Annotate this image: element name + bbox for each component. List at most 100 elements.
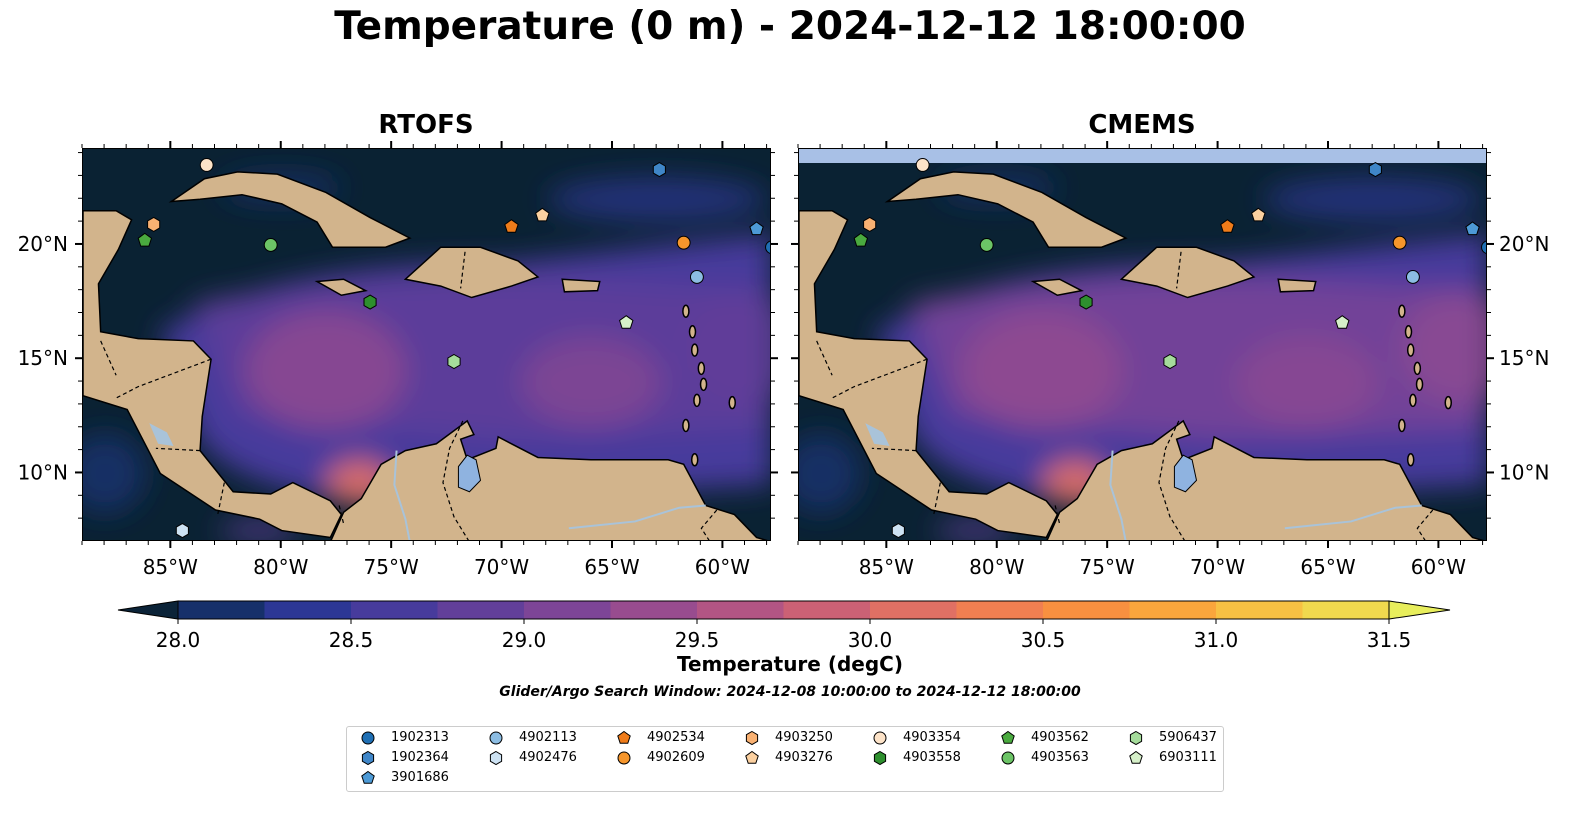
pentagon-marker-shape	[1129, 750, 1143, 764]
legend-label: 4903558	[903, 750, 961, 765]
legend-label: 4903250	[775, 730, 833, 745]
pentagon-marker-icon	[1001, 730, 1015, 744]
lat-tick-label-left: 10°N	[18, 460, 68, 484]
circle-marker-shape	[489, 731, 503, 745]
lon-tick-label: 85°W	[143, 555, 198, 579]
float-marker-4902534	[1220, 219, 1235, 233]
lon-tick-label: 70°W	[474, 555, 529, 579]
circle-marker-icon	[1001, 751, 1015, 765]
float-marker-5906437	[447, 353, 461, 370]
float-marker-4903562	[137, 232, 153, 247]
hexagon-marker-shape	[361, 750, 375, 766]
colorbar-bin	[697, 601, 784, 619]
legend-label: 3901686	[391, 770, 449, 785]
pentagon-marker-shape	[617, 730, 631, 744]
circle-marker-shape	[617, 751, 631, 765]
lon-tick-label: 75°W	[364, 555, 419, 579]
colorbar-bin	[956, 601, 1044, 619]
float-marker-4903250	[147, 216, 161, 232]
float-marker-4903354	[199, 158, 214, 172]
colorbar-bin	[1043, 601, 1130, 619]
float-marker-3901686	[1465, 221, 1480, 236]
pentagon-marker-icon	[617, 730, 631, 744]
float-marker-6903111	[1335, 315, 1350, 329]
hexagon-marker-icon	[489, 750, 503, 766]
legend-label: 4903354	[903, 730, 961, 745]
colorbar-tick-label: 29.5	[675, 628, 720, 652]
float-marker-4903276	[535, 207, 550, 222]
colorbar-bin	[1302, 601, 1390, 619]
float-marker-4903558	[363, 294, 377, 310]
legend-label: 6903111	[1159, 750, 1217, 765]
pentagon-marker-shape	[361, 770, 375, 784]
float-marker-4902609	[1392, 235, 1407, 250]
float-marker-3901686	[749, 221, 764, 236]
colorbar-label: Temperature (degC)	[677, 652, 903, 676]
lon-tick-label: 60°W	[1411, 555, 1466, 579]
panel-title-cmems: CMEMS	[1088, 110, 1196, 140]
legend-label: 4902609	[647, 750, 705, 765]
float-marker-6903111	[619, 315, 634, 329]
legend-label: 4902476	[519, 750, 577, 765]
lon-tick-label: 65°W	[1300, 555, 1355, 579]
float-marker-4902609	[676, 235, 691, 250]
float-marker-4903354	[915, 158, 930, 172]
no-data-strip	[799, 149, 1486, 163]
rivers	[393, 450, 706, 540]
colorbar-tick-label: 31.5	[1367, 628, 1412, 652]
colorbar-tick-label: 28.0	[156, 628, 201, 652]
hexagon-marker-shape	[873, 750, 887, 766]
lake-nicaragua	[865, 423, 890, 447]
lake-nicaragua	[149, 423, 174, 447]
circle-marker-icon	[489, 731, 503, 745]
lon-tick-label: 65°W	[584, 555, 639, 579]
lon-tick-label: 70°W	[1190, 555, 1245, 579]
hexagon-marker-icon	[1129, 730, 1143, 746]
colorbar-extend-high	[1388, 600, 1451, 620]
float-marker-4903276	[1251, 207, 1266, 222]
map-axes: 85°W 80°W 75°W 70°W 65°W 60°W 85°W 80°W 75°W 70°W…	[18, 141, 1549, 579]
lake-maracaibo	[457, 454, 482, 493]
lat-tick-label-right: 20°N	[1499, 232, 1549, 256]
colorbar-bin	[351, 601, 438, 619]
colorbar-tick-label: 29.0	[502, 628, 547, 652]
rtofs-map	[82, 148, 771, 541]
lon-tick-label: 75°W	[1080, 555, 1135, 579]
legend-label: 4903276	[775, 750, 833, 765]
colorbar-bin	[178, 601, 265, 619]
lon-tick-label: 80°W	[253, 555, 308, 579]
cmems-map	[798, 148, 1487, 541]
colorbar-bin	[264, 601, 352, 619]
pentagon-marker-shape	[1001, 730, 1015, 744]
pentagon-marker-icon	[361, 770, 375, 784]
hexagon-marker-shape	[1129, 730, 1143, 746]
float-marker-4902113	[1405, 270, 1420, 284]
lon-tick-label: 85°W	[859, 555, 914, 579]
colorbar-tick-label: 28.5	[329, 628, 374, 652]
float-marker-1902364	[652, 162, 666, 178]
legend-label: 4903563	[1031, 750, 1089, 765]
colorbar-bin	[1216, 601, 1303, 619]
hexagon-marker-icon	[745, 730, 759, 746]
circle-marker-icon	[617, 751, 631, 765]
colorbar-extend-low	[117, 600, 179, 620]
float-marker-4903250	[863, 216, 877, 232]
search-window-note: Glider/Argo Search Window: 2024-12-08 10…	[499, 684, 1081, 700]
lake-maracaibo	[1173, 454, 1198, 493]
circle-marker-shape	[873, 731, 887, 745]
float-marker-4902476	[891, 523, 905, 539]
legend-label: 1902313	[391, 730, 449, 745]
panel-title-rtofs: RTOFS	[378, 110, 474, 140]
hexagon-marker-shape	[489, 750, 503, 766]
legend-label: 5906437	[1159, 730, 1217, 745]
pentagon-marker-icon	[1129, 750, 1143, 764]
float-marker-1902313	[765, 240, 770, 254]
colorbar-bin	[1129, 601, 1217, 619]
legend-label: 4902113	[519, 730, 577, 745]
legend: 1902313 1902364 3901686 4902113 4902476 49025…	[346, 726, 1224, 792]
country-borders	[100, 251, 718, 540]
country-borders	[816, 251, 1434, 540]
pentagon-marker-shape	[745, 750, 759, 764]
colorbar-bin	[610, 601, 698, 619]
float-marker-4902476	[175, 523, 189, 539]
